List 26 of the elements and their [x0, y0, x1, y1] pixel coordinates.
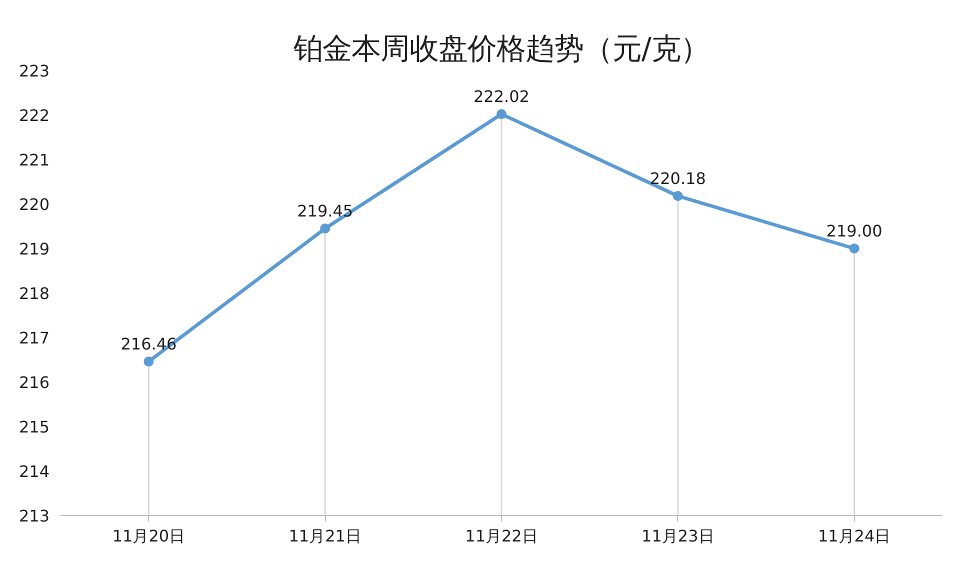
y-tick-label: 220 [18, 195, 50, 214]
x-tick-label: 11月21日 [288, 526, 362, 546]
x-tick-label: 11月24日 [818, 526, 891, 546]
y-tick-label: 215 [18, 418, 50, 436]
y-tick-label: 217 [18, 328, 50, 348]
data-label: 219.45 [297, 201, 354, 220]
y-tick-label: 222 [18, 106, 50, 125]
point [320, 223, 330, 234]
y-tick-label: 223 [18, 62, 50, 80]
y-tick-label: 219 [18, 240, 50, 258]
x-tick-label: 11月20日 [112, 526, 186, 546]
x-tick-label: 11月22日 [465, 526, 538, 546]
y-tick-label: 221 [18, 150, 50, 170]
y-tick-label: 218 [18, 284, 50, 303]
x-tick-label: 11月23日 [642, 526, 714, 546]
data-label: 219.00 [826, 222, 882, 240]
chart-title: 铂金本周收盘价格趋势（元/克） [292, 32, 710, 66]
data-label: 220.18 [650, 168, 706, 188]
point [672, 191, 683, 201]
y-tick-label: 214 [18, 462, 50, 481]
y-tick-label: 213 [18, 506, 50, 526]
point [849, 244, 860, 254]
y-tick-label: 216 [18, 373, 50, 392]
point [496, 109, 506, 120]
point [144, 356, 154, 367]
data-label: 222.02 [474, 87, 530, 106]
